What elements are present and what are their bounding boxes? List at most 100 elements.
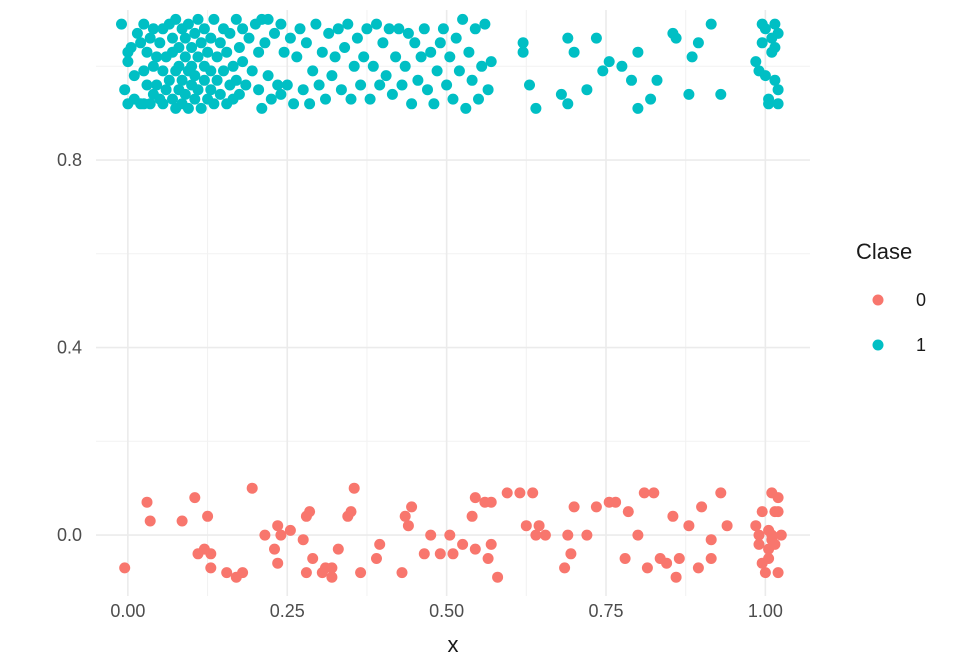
data-point-class-1: [345, 93, 357, 105]
data-point-class-1: [431, 65, 443, 77]
data-point-class-1: [189, 93, 201, 105]
data-point-class-0: [469, 492, 481, 504]
data-point-class-1: [326, 70, 338, 82]
data-point-class-1: [683, 88, 695, 100]
data-point-class-1: [562, 32, 574, 44]
data-point-class-1: [377, 37, 389, 49]
data-point-class-1: [367, 60, 379, 72]
data-point-class-1: [651, 74, 663, 86]
data-point-class-0: [670, 571, 682, 583]
data-point-class-0: [705, 534, 717, 546]
legend-label-0: 0: [916, 290, 926, 310]
data-point-class-1: [457, 13, 469, 25]
data-point-class-1: [151, 51, 163, 63]
data-point-class-0: [759, 567, 771, 579]
data-point-class-1: [154, 37, 166, 49]
data-point-class-1: [351, 32, 363, 44]
data-point-class-0: [539, 529, 551, 541]
data-point-class-1: [364, 93, 376, 105]
data-point-class-1: [453, 65, 465, 77]
data-point-class-0: [259, 529, 271, 541]
data-point-class-1: [253, 46, 265, 58]
x-tick-label: 0.50: [429, 601, 464, 621]
data-point-class-1: [179, 51, 191, 63]
data-point-class-0: [559, 562, 571, 574]
data-point-class-1: [772, 98, 784, 110]
data-point-class-0: [144, 515, 156, 527]
data-point-class-1: [195, 102, 207, 114]
data-point-class-1: [269, 27, 280, 39]
data-point-class-1: [329, 51, 341, 63]
data-point-class-0: [275, 529, 287, 541]
data-point-class-1: [603, 56, 615, 68]
data-point-class-0: [374, 538, 386, 550]
data-point-class-0: [269, 543, 280, 555]
data-point-class-1: [686, 51, 698, 63]
data-point-class-1: [763, 98, 775, 110]
data-point-class-1: [138, 65, 150, 77]
data-point-class-0: [300, 567, 312, 579]
data-point-class-0: [307, 553, 319, 564]
x-tick-label: 1.00: [748, 601, 783, 621]
data-point-class-1: [463, 46, 475, 58]
legend-key-1: [872, 339, 884, 351]
data-point-class-1: [275, 18, 287, 30]
data-point-class-0: [775, 529, 787, 541]
data-point-class-0: [425, 529, 437, 541]
data-point-class-0: [501, 487, 513, 499]
data-point-class-0: [667, 510, 679, 522]
data-point-class-1: [316, 46, 328, 58]
data-point-class-1: [211, 74, 223, 86]
data-point-class-1: [434, 37, 446, 49]
data-point-class-1: [759, 23, 771, 35]
x-axis-ticks: 0.00 0.25 0.50 0.75 1.00: [110, 601, 783, 621]
data-point-class-1: [422, 84, 433, 96]
data-point-class-1: [233, 88, 245, 100]
data-point-class-0: [753, 538, 765, 550]
x-axis-title: x: [448, 632, 459, 657]
data-point-class-1: [772, 84, 784, 96]
data-point-class-1: [122, 56, 134, 68]
data-point-class-1: [450, 32, 462, 44]
data-point-class-1: [568, 46, 580, 58]
data-point-class-0: [673, 553, 685, 564]
data-point-class-1: [581, 84, 593, 96]
data-point-class-1: [246, 65, 258, 77]
data-point-class-1: [380, 70, 392, 82]
data-point-class-1: [335, 84, 347, 96]
data-point-class-0: [434, 548, 446, 560]
data-point-class-1: [294, 23, 306, 35]
data-point-class-1: [383, 23, 395, 35]
data-point-class-1: [482, 84, 494, 96]
data-point-class-1: [307, 65, 319, 77]
data-point-class-1: [141, 79, 153, 91]
data-point-class-0: [610, 496, 622, 508]
data-point-class-1: [230, 74, 242, 86]
legend-key-0: [872, 294, 884, 306]
data-point-class-1: [205, 65, 217, 77]
data-point-class-1: [310, 18, 322, 30]
data-point-class-0: [326, 571, 338, 583]
data-point-class-1: [272, 79, 284, 91]
data-point-class-1: [291, 51, 303, 63]
data-point-class-1: [715, 88, 727, 100]
data-point-class-0: [406, 501, 418, 513]
legend-label-1: 1: [916, 335, 926, 355]
data-point-class-0: [469, 543, 481, 555]
data-point-class-1: [262, 13, 274, 25]
data-point-class-0: [457, 538, 469, 550]
data-point-class-0: [485, 496, 497, 508]
data-point-class-1: [211, 51, 223, 63]
data-point-class-0: [530, 529, 542, 541]
data-point-class-1: [167, 32, 178, 44]
data-point-class-0: [444, 529, 456, 541]
data-point-class-0: [304, 506, 316, 518]
data-point-class-1: [632, 46, 644, 58]
data-point-class-1: [469, 23, 481, 35]
data-point-class-1: [198, 23, 210, 35]
data-point-class-0: [581, 529, 593, 541]
data-point-class-0: [119, 562, 131, 574]
legend-title: Clase: [856, 239, 912, 264]
data-point-class-1: [237, 56, 249, 68]
